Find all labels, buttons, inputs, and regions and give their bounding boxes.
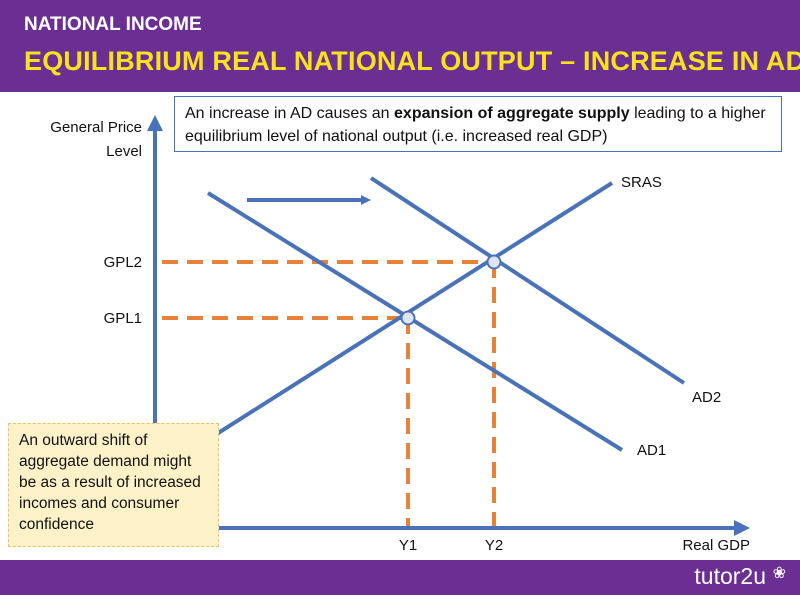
callout-text-bold: expansion of aggregate supply xyxy=(394,105,630,122)
y-axis-label-line1: General Price xyxy=(50,119,142,136)
callout-text-end: leading to a higher equilibrium level of… xyxy=(185,105,766,145)
sras-label: SRAS xyxy=(621,174,662,191)
topic-label: NATIONAL INCOME xyxy=(24,14,202,35)
y-axis-arrowhead xyxy=(147,115,163,131)
slide-title: EQUILIBRIUM REAL NATIONAL OUTPUT – INCRE… xyxy=(24,46,800,76)
flower-icon: ❀ xyxy=(772,565,786,582)
x-axis-arrowhead xyxy=(734,520,750,536)
header-bar: NATIONAL INCOME EQUILIBRIUM REAL NATIONA… xyxy=(0,0,800,92)
ad2-label: AD2 xyxy=(692,389,721,406)
ad2-curve xyxy=(369,176,686,385)
explanation-callout: An increase in AD causes an expansion of… xyxy=(174,96,782,152)
gpl1-label: GPL1 xyxy=(104,310,142,327)
ad-as-diagram: General Price Level GPL2 GPL1 SRAS AD2 A… xyxy=(50,115,750,554)
gpl2-label: GPL2 xyxy=(104,254,142,271)
ad-shift-note: An outward shift of aggregate demand mig… xyxy=(8,423,219,547)
y1-label: Y1 xyxy=(399,537,417,554)
y2-label: Y2 xyxy=(485,537,503,554)
brand-logo: tutor2u xyxy=(694,563,766,589)
equilibrium-point-2 xyxy=(486,254,502,270)
y-axis-label-line2: Level xyxy=(106,143,142,160)
footer-bar: tutor2u ❀ xyxy=(0,560,800,595)
equilibrium-point-1 xyxy=(400,310,416,326)
ad1-curve xyxy=(206,191,624,452)
callout-text-start: An increase in AD causes an xyxy=(185,105,395,122)
x-axis-label: Real GDP xyxy=(682,537,750,554)
sras-curve xyxy=(158,181,614,472)
ad1-label: AD1 xyxy=(637,442,666,459)
